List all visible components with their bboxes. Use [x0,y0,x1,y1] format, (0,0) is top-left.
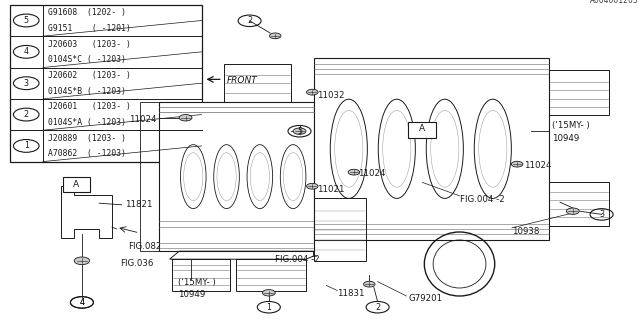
Text: 0104S*C ( -1203): 0104S*C ( -1203) [48,55,126,64]
Text: G79201: G79201 [408,294,442,303]
Text: 2: 2 [24,110,29,119]
Bar [63,177,90,192]
Text: 11821: 11821 [125,200,152,209]
Text: FIG.036: FIG.036 [120,260,153,268]
Text: G91608  (1202- ): G91608 (1202- ) [48,8,126,17]
Bar [10,5,202,162]
Text: FRONT: FRONT [227,76,258,85]
Text: J20603   (1203- ): J20603 (1203- ) [48,39,131,49]
Text: 5: 5 [24,16,29,25]
Bar [314,58,549,240]
Circle shape [307,89,318,95]
Text: J20602   (1203- ): J20602 (1203- ) [48,71,131,80]
Text: FIG.004 -2: FIG.004 -2 [275,255,320,264]
Circle shape [269,33,281,39]
Text: 4: 4 [79,298,84,307]
Text: 11021: 11021 [317,185,344,194]
Circle shape [364,281,375,287]
Bar [159,102,314,251]
Text: 1: 1 [24,141,29,150]
Text: 4: 4 [24,47,29,56]
Text: J20889  (1203- ): J20889 (1203- ) [48,133,126,143]
Text: 1: 1 [266,303,271,312]
Text: 11024: 11024 [129,116,157,124]
Text: 10938: 10938 [512,228,540,236]
Text: A: A [419,124,426,133]
Text: 10949: 10949 [178,290,205,299]
Text: 11024: 11024 [524,161,551,170]
Text: FIG.004 -2: FIG.004 -2 [460,195,504,204]
Text: 0104S*B ( -1203): 0104S*B ( -1203) [48,86,126,96]
Text: G9151    ( -1201): G9151 ( -1201) [48,24,131,33]
Text: 2: 2 [247,16,252,25]
Text: 4: 4 [79,298,84,307]
Circle shape [179,115,192,121]
Circle shape [293,128,306,134]
Circle shape [348,169,360,175]
Text: 0104S*A ( -1203): 0104S*A ( -1203) [48,118,126,127]
Circle shape [307,183,318,189]
Text: A: A [73,180,79,189]
Bar [408,122,436,138]
Text: 5: 5 [297,127,302,136]
Text: 11831: 11831 [337,289,365,298]
Text: 11032: 11032 [317,92,344,100]
Text: ('15MY- ): ('15MY- ) [178,278,216,287]
Text: ('15MY- ): ('15MY- ) [552,121,589,130]
Circle shape [566,208,579,214]
Text: A004001205: A004001205 [590,0,639,5]
Circle shape [511,161,523,167]
Text: A70862  ( -1203): A70862 ( -1203) [48,149,126,158]
Circle shape [74,257,90,265]
Circle shape [262,290,275,296]
Text: 11024: 11024 [358,169,386,178]
Text: FIG.082: FIG.082 [128,242,161,251]
Text: 10949: 10949 [552,134,579,143]
Text: 3: 3 [24,79,29,88]
Text: 3: 3 [599,210,604,219]
Text: J20601   (1203- ): J20601 (1203- ) [48,102,131,111]
Text: 2: 2 [375,303,380,312]
